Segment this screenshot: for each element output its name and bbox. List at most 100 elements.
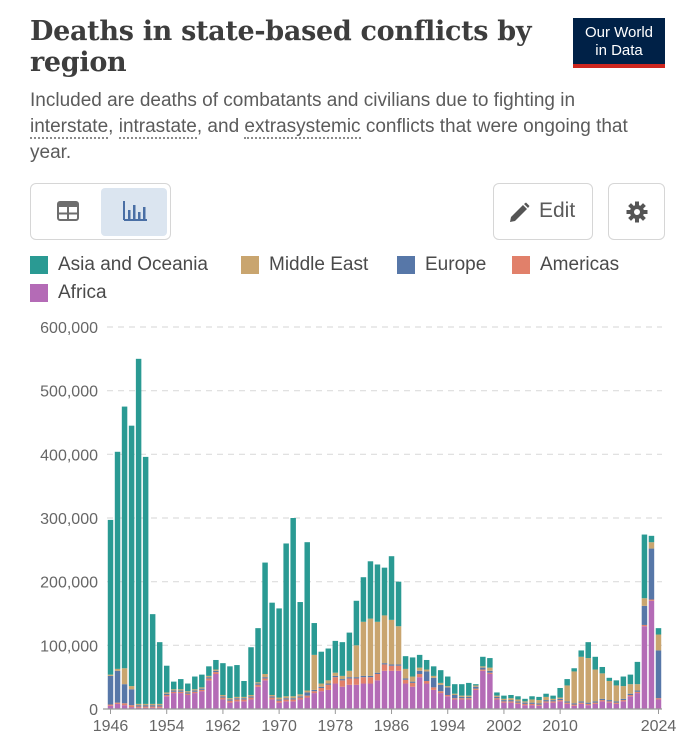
bar-segment-americas: [599, 700, 606, 702]
bar-segment-europe: [213, 670, 219, 673]
bar-segment-asia: [163, 665, 170, 693]
bar-segment-middle-east: [318, 683, 325, 687]
bar-segment-asia: [557, 687, 563, 698]
bar-segment-middle-east: [367, 618, 374, 676]
bar-segment-americas: [655, 698, 662, 700]
bar-segment-europe: [550, 700, 556, 702]
bar-segment-africa: [206, 680, 212, 709]
bar-segment-middle-east: [613, 685, 620, 702]
bar-segment-africa: [641, 626, 648, 709]
bar-segment-asia: [599, 666, 606, 674]
bar-segment-africa: [346, 684, 353, 709]
bar-segment-middle-east: [121, 668, 128, 685]
bar-segment-middle-east: [185, 691, 191, 693]
bar-segment-africa: [585, 705, 591, 709]
bar-segment-middle-east: [374, 621, 381, 673]
bar-segment-africa: [128, 707, 135, 709]
bar-segment-americas: [185, 693, 191, 695]
bar-segment-americas: [494, 698, 500, 700]
bar-segment-americas: [107, 704, 114, 706]
bar-segment-middle-east: [466, 695, 472, 697]
bar-segment-europe: [536, 703, 542, 705]
bar-segment-europe: [452, 694, 458, 699]
bar-segment-middle-east: [473, 685, 479, 687]
bar-segment-africa: [409, 686, 416, 709]
bar-segment-africa: [227, 702, 233, 709]
bar-segment-middle-east: [550, 698, 556, 701]
bar-segment-middle-east: [360, 621, 367, 676]
bar-segment-middle-east: [444, 686, 451, 688]
bar-segment-americas: [269, 697, 275, 700]
chart-view-button[interactable]: [101, 188, 167, 236]
interstate-link[interactable]: interstate: [30, 116, 109, 139]
bar-segment-americas: [135, 706, 142, 708]
bar-segment-europe: [290, 698, 296, 700]
bar-segment-africa: [185, 694, 191, 709]
bar-segment-americas: [346, 678, 353, 685]
settings-button[interactable]: [608, 183, 665, 240]
bar-segment-africa: [648, 600, 655, 709]
bar-segment-middle-east: [501, 698, 507, 701]
table-view-button[interactable]: [35, 188, 101, 236]
bar-segment-americas: [395, 665, 402, 671]
subtitle-sep-2: , and: [196, 116, 245, 137]
legend-label-europe: Europe: [425, 254, 487, 275]
bar-segment-americas: [178, 691, 184, 694]
bar-segment-africa: [360, 683, 367, 709]
x-tick-label: 1962: [205, 718, 241, 735]
bar-segment-europe: [648, 548, 655, 600]
bar-segment-americas: [423, 680, 430, 684]
bar-segment-europe: [199, 688, 205, 690]
bar-segment-europe: [606, 700, 613, 702]
bar-segment-europe: [332, 675, 339, 678]
subtitle-text-1: Included are deaths of combatants and ci…: [30, 90, 576, 111]
x-tick-label: 1970: [261, 718, 297, 735]
edit-button[interactable]: Edit: [493, 183, 593, 240]
bar-segment-africa: [655, 699, 662, 709]
owid-logo[interactable]: Our World in Data: [573, 18, 665, 68]
bar-segment-americas: [318, 687, 325, 692]
bar-segment-asia: [283, 543, 289, 697]
bar-segment-europe: [121, 684, 128, 704]
bar-segment-middle-east: [508, 698, 514, 701]
bar-segment-africa: [156, 707, 163, 709]
y-tick-label: 0: [89, 702, 98, 719]
bar-segment-africa: [522, 705, 528, 709]
bar-segment-asia: [480, 656, 486, 667]
bar-segment-americas: [121, 703, 128, 706]
bar-segment-africa: [339, 686, 346, 709]
bar-segment-africa: [564, 703, 570, 709]
chart-subtitle: Included are deaths of combatants and ci…: [30, 88, 660, 166]
bar-segment-americas: [501, 701, 507, 703]
bar-segment-asia: [634, 661, 641, 685]
bar-segment-africa: [402, 683, 409, 709]
bar-segment-africa: [149, 707, 156, 709]
bar-segment-americas: [557, 700, 563, 702]
bar-segment-middle-east: [192, 689, 198, 691]
y-tick-label: 600,000: [40, 320, 98, 337]
bar-segment-asia: [585, 642, 591, 659]
bar-segment-europe: [255, 683, 261, 685]
bar-segment-africa: [283, 701, 289, 709]
bar-segment-africa: [248, 699, 254, 709]
bar-segment-africa: [114, 703, 121, 709]
bar-segment-americas: [578, 702, 584, 704]
bar-segment-asia: [395, 581, 402, 627]
bar-segment-africa: [220, 699, 226, 709]
y-tick-label: 100,000: [40, 638, 98, 655]
bar-segment-middle-east: [599, 673, 606, 699]
bar-segment-americas: [641, 624, 648, 627]
bar-segment-middle-east: [178, 689, 184, 691]
bar-segment-middle-east: [346, 670, 353, 678]
stacked-bar-chart[interactable]: 0 100,000 200,000 300,000 400,000 500,000 600,…: [0, 312, 695, 750]
bar-segment-americas: [529, 703, 535, 706]
bar-segment-americas: [332, 677, 339, 684]
bar-segment-middle-east: [529, 699, 535, 703]
bar-segment-africa: [255, 686, 261, 709]
intrastate-link[interactable]: intrastate: [118, 116, 197, 139]
bar-segment-europe: [543, 700, 549, 702]
bar-segment-europe: [437, 684, 444, 692]
extrasystemic-link[interactable]: extrasystemic: [244, 116, 361, 139]
bar-segment-europe: [529, 702, 535, 704]
bar-segment-europe: [416, 670, 423, 674]
